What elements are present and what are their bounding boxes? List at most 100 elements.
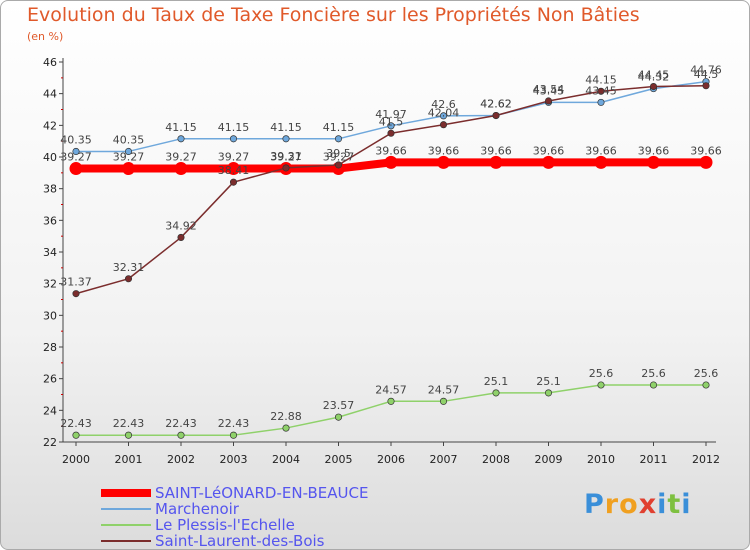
y-tick-label: 38 [43, 183, 57, 196]
data-label: 39.5 [326, 147, 351, 160]
data-label: 44.5 [694, 68, 719, 81]
data-point [597, 98, 605, 106]
data-label: 44.76 [690, 64, 722, 77]
data-label: 44.32 [638, 71, 670, 84]
data-label: 25.6 [641, 367, 666, 380]
data-label: 39.66 [428, 144, 460, 157]
data-label: 25.6 [589, 367, 614, 380]
data-point [334, 135, 343, 143]
logo-letter: o [619, 489, 639, 520]
data-label: 39.27 [165, 151, 197, 164]
y-tick-label: 22 [43, 436, 57, 449]
data-label: 41.5 [379, 115, 404, 128]
data-label: 25.1 [484, 375, 509, 388]
logo-letter: P [584, 489, 605, 520]
x-tick-label: 2003 [220, 453, 248, 466]
data-label: 38.41 [218, 164, 250, 177]
data-label: 22.43 [113, 417, 145, 430]
y-tick-label: 36 [43, 214, 57, 227]
data-label: 39.66 [690, 144, 722, 157]
data-point [492, 389, 500, 397]
data-point [282, 164, 290, 172]
data-label: 23.57 [323, 399, 355, 412]
data-point [72, 431, 80, 439]
data-label: 39.66 [480, 144, 512, 157]
data-point [334, 161, 343, 169]
data-label: 44.45 [638, 69, 670, 82]
logo-letter: i [681, 489, 692, 520]
data-point [177, 135, 185, 143]
data-label: 43.54 [533, 83, 565, 96]
data-label: 43.45 [585, 84, 617, 97]
y-tick-label: 30 [43, 309, 57, 322]
y-tick-label: 40 [43, 151, 57, 164]
data-point [699, 155, 713, 169]
y-tick-label: 42 [43, 119, 57, 132]
data-point [227, 162, 240, 176]
data-label: 41.15 [165, 121, 197, 134]
data-point [439, 397, 448, 405]
data-point [544, 389, 553, 397]
legend-swatch [101, 540, 151, 542]
data-label: 39.27 [270, 151, 302, 164]
data-label: 39.27 [60, 151, 92, 164]
data-label: 22.43 [165, 417, 197, 430]
data-point [229, 431, 238, 439]
data-label: 42.62 [480, 98, 512, 111]
data-point [489, 155, 503, 169]
data-label: 40.35 [113, 133, 145, 146]
data-point [282, 135, 290, 143]
logo-letter: t [667, 489, 682, 520]
data-label: 42.04 [428, 107, 460, 120]
logo-letter: r [604, 489, 620, 520]
data-label: 25.6 [694, 367, 719, 380]
data-point [387, 129, 395, 137]
data-point [177, 233, 185, 241]
data-label: 39.66 [533, 144, 565, 157]
y-tick-label: 24 [43, 404, 57, 417]
y-tick-label: 32 [43, 278, 57, 291]
data-point [649, 82, 658, 91]
data-point [174, 162, 188, 176]
x-tick-label: 2001 [115, 453, 143, 466]
x-tick-label: 2002 [167, 453, 195, 466]
legend-swatch [101, 489, 151, 497]
data-label: 32.31 [113, 261, 145, 274]
data-label: 41.15 [323, 121, 355, 134]
data-label: 43.45 [533, 84, 565, 97]
data-point [334, 413, 343, 421]
legend-label: Marchenoir [155, 500, 239, 518]
data-point [387, 122, 395, 130]
data-point [124, 147, 133, 156]
x-tick-label: 2010 [587, 453, 615, 466]
data-label: 22.88 [270, 410, 302, 423]
data-point [649, 381, 658, 389]
y-tick-label: 44 [43, 88, 57, 101]
y-tick-label: 46 [43, 56, 57, 69]
data-label: 39.66 [638, 144, 670, 157]
data-label: 41.15 [218, 121, 250, 134]
data-point [597, 381, 605, 389]
x-tick-label: 2008 [482, 453, 510, 466]
data-label: 31.37 [60, 276, 92, 289]
y-tick-label: 34 [43, 246, 57, 259]
data-point [544, 97, 553, 105]
data-label: 22.43 [218, 417, 250, 430]
y-tick-label: 28 [43, 341, 57, 354]
data-label: 42.6 [431, 98, 456, 111]
logo-letter: x [638, 489, 658, 520]
x-tick-label: 2009 [535, 453, 563, 466]
data-label: 40.35 [60, 133, 92, 146]
data-label: 39.27 [113, 151, 145, 164]
x-tick-label: 2007 [430, 453, 458, 466]
data-label: 39.66 [585, 144, 617, 157]
data-label: 24.57 [375, 383, 407, 396]
x-tick-label: 2000 [62, 453, 90, 466]
data-point [387, 397, 395, 405]
data-point [229, 178, 238, 186]
chart-title: Evolution du Taux de Taxe Foncière sur l… [27, 4, 640, 26]
data-point [437, 155, 450, 169]
data-label: 22.43 [60, 417, 92, 430]
legend-label: SAINT-LéONARD-EN-BEAUCE [155, 484, 369, 502]
